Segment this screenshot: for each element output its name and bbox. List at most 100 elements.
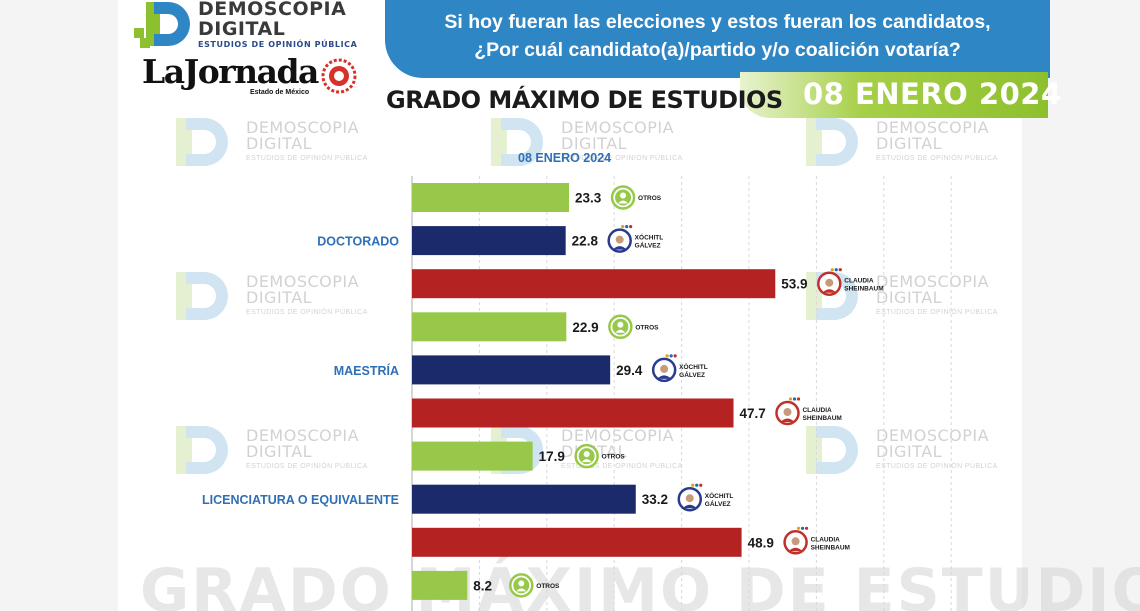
bar-claudia <box>412 527 742 557</box>
bar-otros <box>412 312 567 342</box>
candidate-name: CLAUDIA <box>802 407 832 414</box>
shoulders-icon <box>780 418 795 422</box>
category-label: DOCTORADO <box>317 235 399 249</box>
watermark-text: ESTUDIOS DE OPINIÓN PÚBLICA <box>561 155 683 162</box>
watermark-text: DEMOSCOPIA <box>876 426 990 445</box>
face-icon <box>615 235 624 244</box>
watermark-text: ESTUDIOS DE OPINIÓN PÚBLICA <box>246 309 368 316</box>
logo-line-2: DIGITAL <box>198 18 286 40</box>
face-icon <box>660 364 669 373</box>
bar-otros <box>412 570 468 600</box>
question-banner: Si hoy fueran las elecciones y estos fue… <box>385 0 1050 78</box>
watermark-text: DEMOSCOPIA <box>561 118 675 137</box>
face-icon <box>825 278 834 287</box>
watermark-text: DEMOSCOPIA <box>246 118 360 137</box>
person-head-icon <box>518 580 525 587</box>
party-dot-icon <box>830 268 834 272</box>
data-label: 22.9 <box>572 320 598 335</box>
bar-claudia <box>412 269 776 299</box>
party-dot-icon <box>838 268 842 272</box>
party-dot-icon <box>792 397 797 401</box>
candidate-name: XÓCHITL <box>635 233 664 242</box>
watermark-text: DIGITAL <box>246 442 313 461</box>
watermark-text: DEMOSCOPIA <box>876 272 990 291</box>
watermark-text: DIGITAL <box>246 288 313 307</box>
watermark-d-icon <box>176 426 228 474</box>
watermark-text: DEMOSCOPIA <box>876 118 990 137</box>
la-jornada-subtitle: Estado de México <box>250 89 310 96</box>
watermark-logo: DEMOSCOPIA DIGITAL ESTUDIOS DE OPINIÓN P… <box>485 116 685 170</box>
bar-xochitl <box>412 355 611 385</box>
chart-title: 08 ENERO 2024 <box>518 151 612 165</box>
person-body-icon <box>615 329 626 333</box>
candidate-name: OTROS <box>602 454 626 461</box>
shoulders-icon <box>657 375 672 379</box>
date-band <box>740 72 1048 118</box>
party-dot-icon <box>804 526 809 530</box>
candidate-name: CLAUDIA <box>844 278 874 285</box>
data-label: 53.9 <box>781 277 807 292</box>
party-dot-icon <box>665 354 669 358</box>
watermark-text: DEMOSCOPIA <box>246 272 360 291</box>
candidate-name: SHEINBAUM <box>802 415 841 422</box>
shoulders-icon <box>612 246 627 250</box>
watermark-text: ESTUDIOS DE OPINIÓN PÚBLICA <box>876 155 998 162</box>
person-body-icon <box>581 459 592 463</box>
party-dot-icon <box>695 483 699 487</box>
watermark-text: DIGITAL <box>876 134 943 153</box>
candidate-name: SHEINBAUM <box>844 286 883 293</box>
data-label: 8.2 <box>473 578 492 593</box>
party-dot-icon <box>800 526 805 530</box>
data-label: 33.2 <box>642 492 668 507</box>
sun-logo-icon <box>321 58 357 94</box>
watermark-text: DIGITAL <box>876 442 943 461</box>
watermark-text: ESTUDIOS DE OPINIÓN PÚBLICA <box>876 463 998 470</box>
candidate-name: OTROS <box>536 583 560 590</box>
logo-line-1: DEMOSCOPIA <box>198 0 347 20</box>
watermark-text: DIGITAL <box>876 288 943 307</box>
person-body-icon <box>618 200 629 204</box>
survey-question: Si hoy fueran las elecciones y estos fue… <box>385 8 1050 64</box>
candidate-name: GÁLVEZ <box>635 241 661 250</box>
data-label: 22.8 <box>572 234 599 249</box>
bar-otros <box>412 183 570 212</box>
party-dot-icon <box>699 483 703 487</box>
section-title: GRADO MÁXIMO DE ESTUDIOS <box>386 86 783 114</box>
watermark-text: ESTUDIOS DE OPINIÓN PÚBLICA <box>246 155 368 162</box>
candidate-name: CLAUDIA <box>811 536 841 543</box>
person-head-icon <box>583 451 590 458</box>
watermark-logo: DEMOSCOPIA DIGITAL ESTUDIOS DE OPINIÓN P… <box>800 424 1000 478</box>
bar-claudia <box>412 398 734 428</box>
demoscopia-logo-icon <box>134 2 190 48</box>
logo-subtitle: ESTUDIOS DE OPINIÓN PÚBLICA <box>198 40 358 49</box>
data-label: 47.7 <box>739 406 765 421</box>
bar-otros <box>412 441 533 471</box>
person-body-icon <box>516 588 527 592</box>
shoulders-icon <box>788 547 803 552</box>
question-line-2: ¿Por cuál candidato(a)/partido y/o coali… <box>474 39 961 61</box>
person-head-icon <box>620 192 627 199</box>
party-dot-icon <box>788 397 793 401</box>
face-icon <box>783 408 792 416</box>
party-dot-icon <box>691 483 695 487</box>
shoulders-icon <box>682 504 697 509</box>
watermark-text: DIGITAL <box>246 134 313 153</box>
candidate-name: XÓCHITL <box>679 362 708 371</box>
candidate-name: SHEINBAUM <box>811 544 850 551</box>
watermark-d-icon <box>806 118 858 166</box>
left-margin <box>0 0 118 611</box>
party-dot-icon <box>625 225 629 229</box>
category-label: LICENCIATURA O EQUIVALENTE <box>202 493 399 507</box>
candidate-name: GÁLVEZ <box>705 499 731 508</box>
face-icon <box>791 537 800 546</box>
watermark-text: ESTUDIOS DE OPINIÓN PÚBLICA <box>246 463 368 470</box>
data-label: 29.4 <box>616 363 643 378</box>
survey-date: 08 ENERO 2024 <box>803 77 1062 111</box>
watermark-d-icon <box>176 118 228 166</box>
category-label: MAESTRÍA <box>334 363 399 378</box>
shoulders-icon <box>822 289 837 293</box>
big-watermark-text: GRADO MÁXIMO DE ESTUDIOS <box>140 556 1140 611</box>
watermark-text: DIGITAL <box>561 134 628 153</box>
